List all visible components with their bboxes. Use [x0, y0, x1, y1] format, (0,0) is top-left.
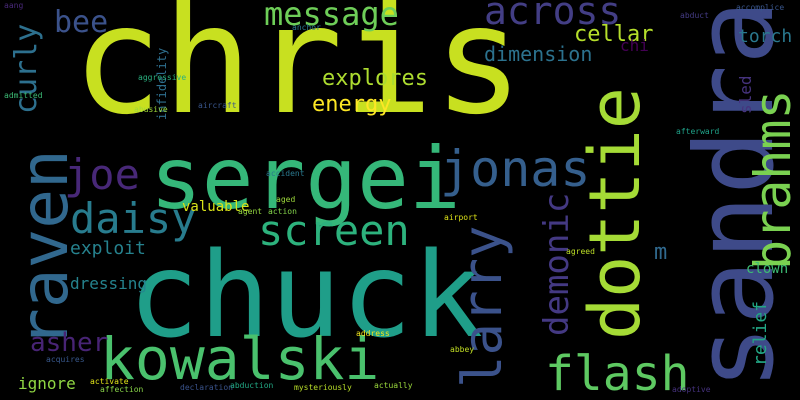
- word-abbey: abbey: [450, 345, 475, 354]
- word-accomplice: accomplice: [736, 3, 785, 12]
- word-affection: affection: [100, 385, 144, 394]
- word-valuable: valuable: [182, 199, 250, 215]
- word-relief: relief: [750, 300, 771, 366]
- word-acquires: acquires: [46, 355, 85, 364]
- word-airport: airport: [444, 213, 478, 222]
- word-afterward: afterward: [676, 127, 720, 136]
- word-torch: torch: [738, 26, 793, 47]
- word-energy: energy: [312, 92, 392, 117]
- word-aircraft: aircraft: [198, 101, 237, 110]
- word-message: message: [264, 0, 399, 33]
- word-mysteriously: mysteriously: [294, 383, 352, 392]
- word-exploit: exploit: [70, 238, 146, 259]
- word-dottie: dottie: [574, 87, 656, 340]
- word-aggressive: aggressive: [138, 73, 187, 82]
- word-dressing: dressing: [70, 274, 148, 293]
- word-chris: chris: [72, 0, 524, 148]
- word-action: action: [268, 207, 297, 216]
- word-flash: flash: [545, 346, 690, 400]
- word-curly: curly: [9, 23, 44, 114]
- word-explores: explores: [322, 66, 428, 91]
- word-cellar: cellar: [574, 22, 654, 47]
- word-address: address: [356, 329, 390, 338]
- word-accident: accident: [266, 169, 305, 178]
- word-brahms: brahms: [744, 89, 800, 270]
- word-activate: activate: [90, 377, 129, 386]
- word-sergei: sergei: [150, 129, 461, 229]
- word-agreed: agreed: [566, 247, 595, 256]
- word-agent: agent: [238, 207, 263, 216]
- word-demonic: demonic: [537, 192, 577, 336]
- word-abduction: abduction: [230, 381, 274, 390]
- word-chuck: chuck: [128, 226, 484, 364]
- word-abduct: abduct: [680, 11, 709, 20]
- word-m: m: [654, 240, 668, 265]
- word-admitted: admitted: [4, 91, 43, 100]
- word-adoptive: adoptive: [672, 385, 711, 394]
- word-bee: bee: [54, 5, 109, 40]
- word-jonas: jonas: [440, 140, 591, 198]
- word-anchor: anchor: [292, 23, 321, 32]
- word-chi: chi: [620, 36, 649, 55]
- word-aged: aged: [276, 195, 296, 204]
- word-clown: clown: [746, 261, 789, 277]
- word-larry: larry: [451, 225, 514, 388]
- word-declaration: declaration: [180, 383, 233, 392]
- word-dimension: dimension: [484, 42, 593, 66]
- word-sled: sled: [736, 75, 755, 114]
- word-screen: screen: [258, 206, 410, 255]
- word-joe: joe: [64, 150, 140, 199]
- word-daisy: daisy: [70, 194, 197, 243]
- word-asher: asher: [30, 328, 109, 358]
- word-across: across: [484, 0, 622, 33]
- word-aang: aang: [4, 1, 24, 10]
- word-kowalski: kowalski: [100, 325, 380, 393]
- word-abusive: abusive: [134, 105, 168, 114]
- word-ignore: ignore: [18, 374, 76, 393]
- word-actually: actually: [374, 381, 413, 390]
